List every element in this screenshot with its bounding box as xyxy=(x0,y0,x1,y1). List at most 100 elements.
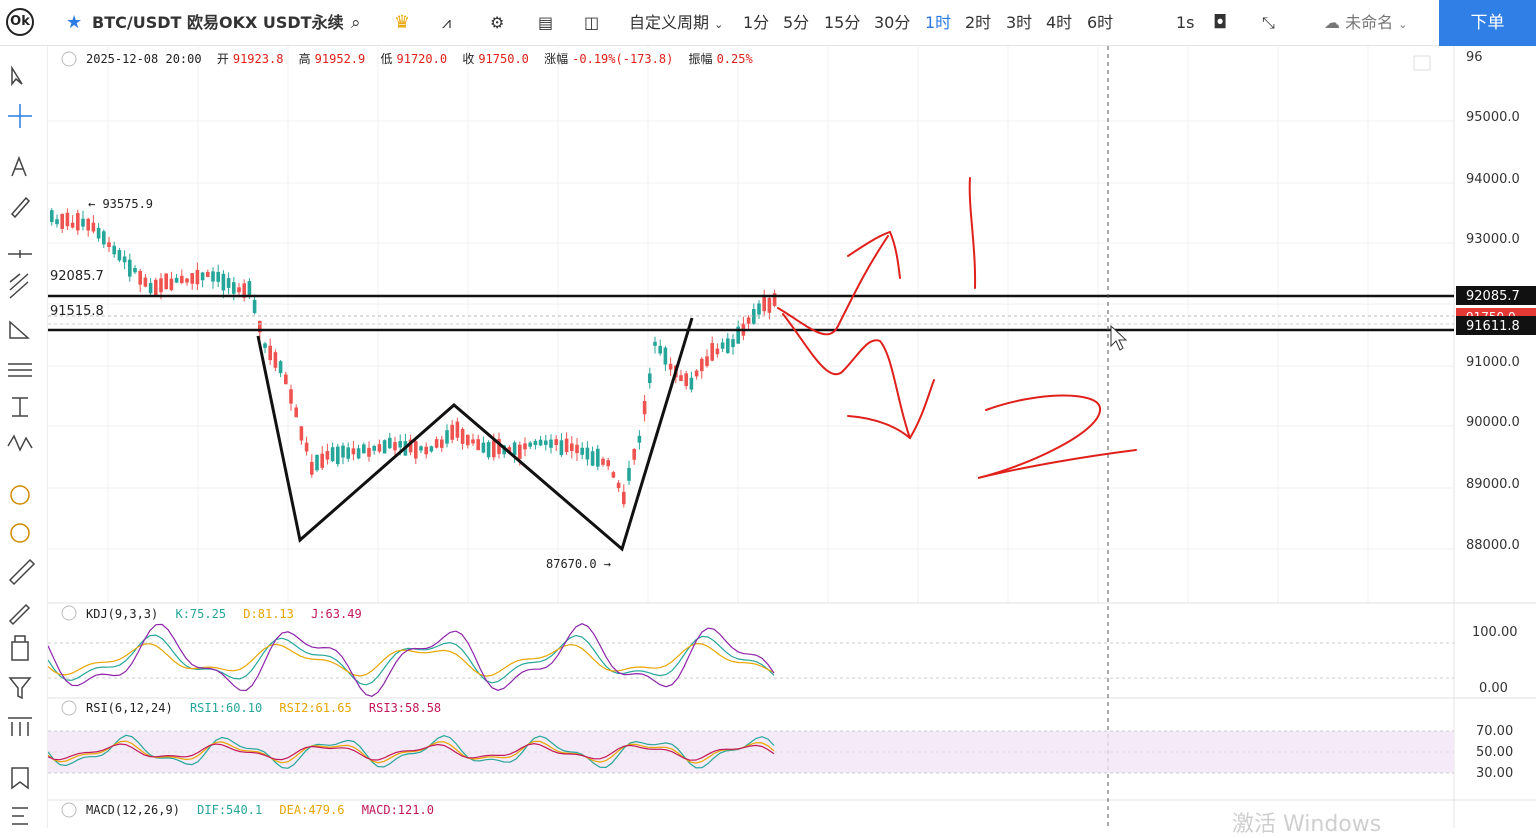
candle-body xyxy=(648,373,652,384)
bookmark-icon[interactable] xyxy=(11,767,29,790)
candle-body xyxy=(70,222,75,228)
rsi1-line xyxy=(48,734,775,769)
candle-body xyxy=(481,442,486,453)
interval-tab[interactable]: 4时 xyxy=(1046,13,1073,32)
candle-body xyxy=(143,277,148,287)
candle-body xyxy=(284,374,288,385)
candle-body xyxy=(112,245,116,255)
interval-tab[interactable]: 15分 xyxy=(824,13,861,32)
hand-drawn-annotations[interactable] xyxy=(777,177,1137,479)
price-tick: 89000.0 xyxy=(1466,477,1520,492)
cursor-tool-icon[interactable] xyxy=(11,65,23,87)
arrow-down-head xyxy=(847,379,935,440)
candle-body xyxy=(590,451,595,466)
candle-body xyxy=(736,326,740,344)
template-icon[interactable]: ▤ xyxy=(538,13,554,32)
candle-body xyxy=(450,424,454,440)
layout-icon[interactable]: ◫ xyxy=(584,13,600,32)
interval-tab[interactable]: 3时 xyxy=(1006,13,1033,32)
trend-channel-icon[interactable] xyxy=(9,273,29,299)
windows-activation-watermark: 激活 Windows xyxy=(1232,812,1382,837)
search-icon[interactable]: ⌕ xyxy=(351,13,361,33)
candle-body xyxy=(637,435,642,443)
brush-tool-icon[interactable] xyxy=(10,196,31,219)
pen-tool-icon[interactable] xyxy=(8,603,31,626)
high-marker-label: ← 93575.9 xyxy=(88,197,153,211)
filter-icon[interactable] xyxy=(8,677,32,700)
candle-body xyxy=(575,444,579,454)
rsi-collapse-icon[interactable] xyxy=(61,700,77,716)
candle-body xyxy=(169,278,174,291)
candle-body xyxy=(549,439,553,448)
ruler-icon[interactable] xyxy=(8,558,36,586)
resistance-price-text: 92085.7 xyxy=(1466,289,1520,304)
list-icon[interactable] xyxy=(12,807,28,825)
candle-body xyxy=(528,442,532,447)
app-logo-icon[interactable]: Ok xyxy=(6,8,34,36)
top-toolbar: Ok ★ BTC/USDT 欧易OKX USDT永续 ⌕ ♛ ⩘ ⚙ ▤ ◫ 自… xyxy=(0,0,1536,46)
candle-body xyxy=(455,421,460,438)
chart-canvas[interactable]: ← 93575.9 87670.0 → 92085.7 91515.8 2025… xyxy=(48,46,1536,828)
fullscreen-icon[interactable]: ⤡ xyxy=(1262,13,1275,32)
candle-body xyxy=(492,440,496,458)
interval-tab[interactable]: 2时 xyxy=(965,13,992,32)
candle-body xyxy=(372,446,376,451)
pattern-tool-2-icon[interactable] xyxy=(10,523,30,543)
candle-body xyxy=(320,453,324,468)
collapse-toggle-icon[interactable] xyxy=(61,51,77,67)
candle-body xyxy=(356,448,361,459)
resistance-price-tag xyxy=(1456,286,1536,305)
maximize-pane-icon[interactable] xyxy=(1413,55,1431,71)
candle-body xyxy=(642,401,647,415)
range-tool-icon[interactable] xyxy=(12,397,28,417)
camera-icon[interactable]: ◘ xyxy=(1213,12,1228,33)
candle-body xyxy=(720,342,725,349)
candle-body xyxy=(398,441,402,448)
interval-tab[interactable]: 1分 xyxy=(743,13,770,32)
macd-collapse-icon[interactable] xyxy=(61,802,77,818)
candle-body xyxy=(268,345,272,361)
candle-body xyxy=(601,458,605,465)
symbol-title[interactable]: BTC/USDT 欧易OKX USDT永续 xyxy=(92,13,344,32)
kdj-collapse-icon[interactable] xyxy=(61,605,77,621)
favorite-star-icon[interactable]: ★ xyxy=(66,12,83,33)
chevron-down-icon: ⌄ xyxy=(1398,18,1408,31)
candle-body xyxy=(185,278,189,283)
indicators-icon[interactable]: ⩘ xyxy=(442,13,452,32)
crown-icon[interactable]: ♛ xyxy=(394,12,411,33)
candle-body xyxy=(133,267,137,273)
interval-tab[interactable]: 1时 xyxy=(925,13,952,32)
candle-body xyxy=(81,218,85,227)
candle-body xyxy=(726,338,730,354)
candle-body xyxy=(752,309,756,324)
pattern-tool-icon[interactable] xyxy=(10,485,30,505)
parallel-lines-icon[interactable] xyxy=(8,363,32,377)
custom-period-label: 自定义周期 xyxy=(629,13,710,32)
candle-body xyxy=(570,443,574,451)
interval-tab[interactable]: 30分 xyxy=(874,13,911,32)
candle-body xyxy=(658,345,662,354)
text-tool-icon[interactable] xyxy=(11,155,27,177)
rsi-tick: 30.00 xyxy=(1476,766,1513,781)
custom-period-dropdown[interactable]: 自定义周期 ⌄ xyxy=(629,0,723,46)
candle-body xyxy=(471,439,475,444)
candle-body xyxy=(710,343,714,361)
w-pattern-drawing[interactable] xyxy=(256,317,694,552)
crosshair-tool-icon[interactable] xyxy=(8,104,32,128)
candle-body xyxy=(757,303,761,315)
interval-tab[interactable]: 5分 xyxy=(783,13,810,32)
order-button[interactable]: 下单 xyxy=(1439,0,1536,46)
lock-icon[interactable] xyxy=(11,635,29,661)
triangle-tool-icon[interactable] xyxy=(9,320,30,339)
wave-tool-icon[interactable] xyxy=(7,434,33,452)
cloud-layout-dropdown[interactable]: ☁ 未命名 ⌄ xyxy=(1324,0,1407,46)
candle-body xyxy=(138,271,142,285)
seconds-interval[interactable]: 1s xyxy=(1176,13,1195,32)
line-tool-icon[interactable] xyxy=(8,250,32,258)
interval-tab[interactable]: 6时 xyxy=(1087,13,1114,32)
settings-gear-icon[interactable]: ⚙ xyxy=(490,13,505,32)
candle-body xyxy=(767,297,772,313)
layers-icon[interactable] xyxy=(8,717,32,736)
candle-body xyxy=(486,442,491,458)
candle-body xyxy=(148,282,153,294)
